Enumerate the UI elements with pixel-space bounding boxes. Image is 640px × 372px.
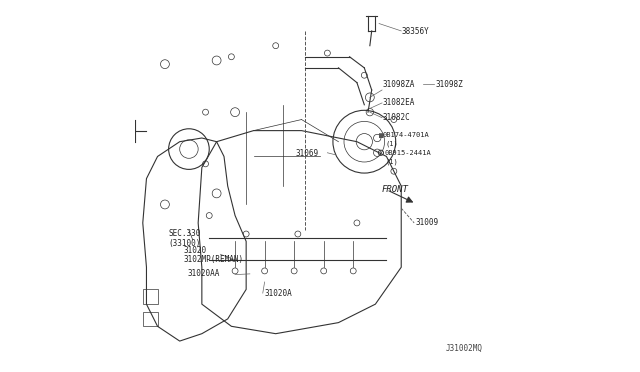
Text: 38356Y: 38356Y: [402, 27, 429, 36]
Text: 31020AA: 31020AA: [188, 269, 220, 278]
Text: 0B174-4701A: 0B174-4701A: [382, 132, 429, 138]
Text: (1): (1): [386, 140, 399, 147]
Text: SEC.330: SEC.330: [168, 230, 201, 238]
Text: 31009: 31009: [415, 218, 438, 227]
Text: 31082C: 31082C: [383, 113, 410, 122]
Text: J31002MQ: J31002MQ: [445, 344, 483, 353]
Text: 0B915-2441A: 0B915-2441A: [384, 150, 431, 156]
Text: 31069: 31069: [295, 149, 318, 158]
Text: (1): (1): [386, 158, 399, 164]
Text: 31098ZA: 31098ZA: [383, 80, 415, 89]
Text: ■: ■: [379, 131, 384, 140]
Text: 31082EA: 31082EA: [383, 99, 415, 108]
Text: 31020A: 31020A: [264, 289, 292, 298]
Text: 31020: 31020: [184, 246, 207, 255]
Text: (33100): (33100): [168, 239, 201, 248]
Text: FRONT: FRONT: [382, 185, 409, 194]
Text: 3102MP(REMAN): 3102MP(REMAN): [184, 254, 243, 264]
Text: 31098Z: 31098Z: [435, 80, 463, 89]
